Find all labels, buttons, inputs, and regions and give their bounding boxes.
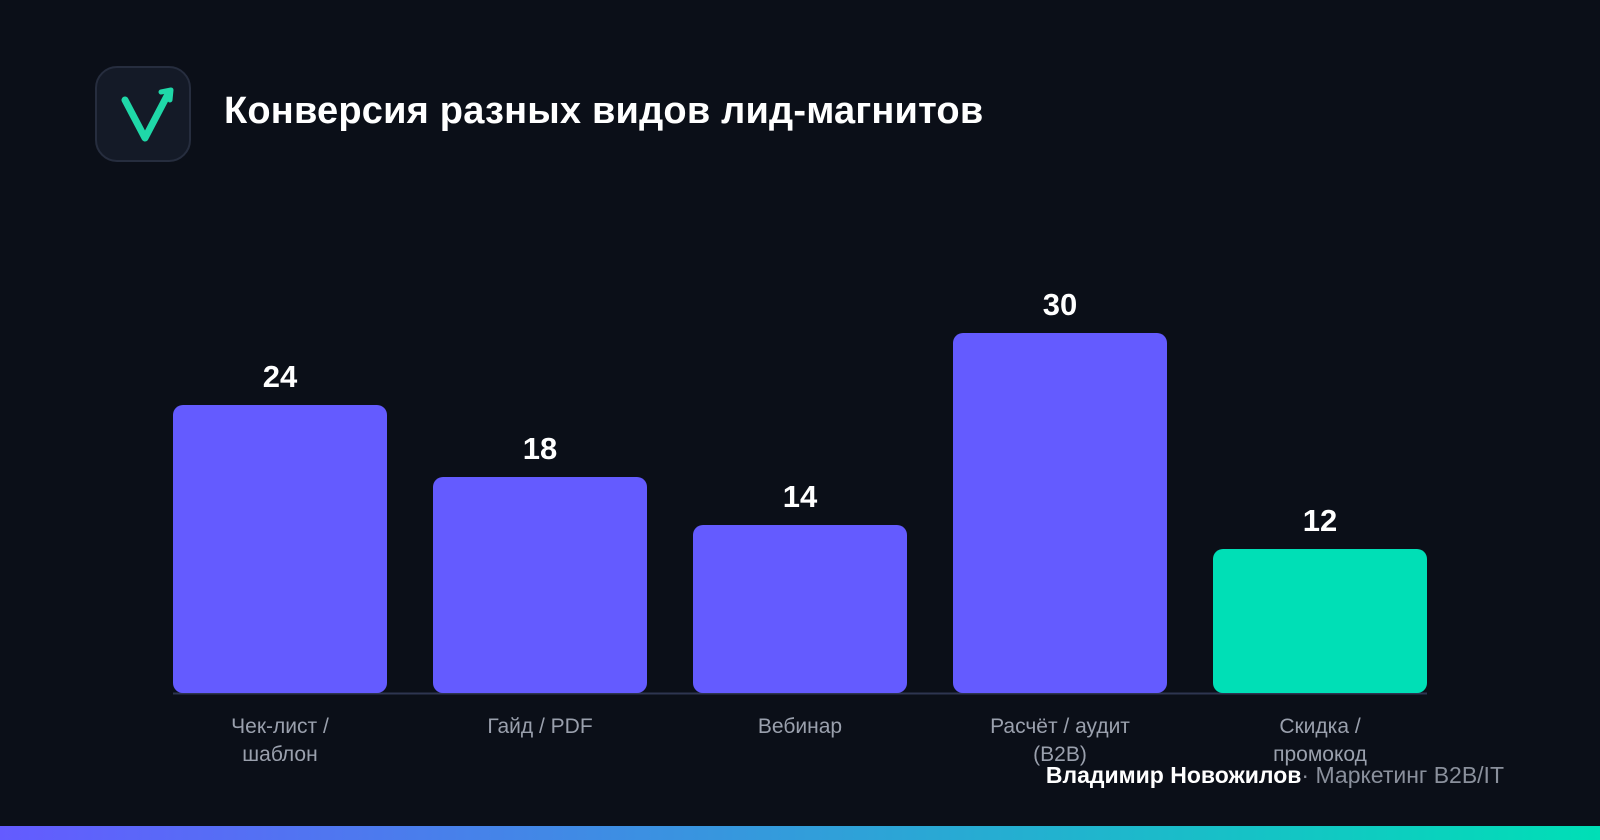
category-label-line: Вебинар xyxy=(758,715,842,738)
category-label-line: промокод xyxy=(1273,743,1367,766)
author-name: Владимир Новожилов xyxy=(1045,762,1302,788)
category-label-line: шаблон xyxy=(242,743,317,766)
category-label-line: Гайд / PDF xyxy=(487,715,592,738)
bar-value-label-3: 30 xyxy=(1043,287,1077,322)
checkmark-arrow-icon xyxy=(121,87,174,142)
category-label-1: Гайд / PDF xyxy=(487,715,592,738)
page-title: Конверсия разных видов лид-магнитов xyxy=(224,90,984,132)
bar-1 xyxy=(433,477,647,693)
category-label-2: Вебинар xyxy=(758,715,842,738)
bottom-gradient-bar xyxy=(0,826,1600,840)
category-label-4: Скидка / промокод xyxy=(1273,715,1367,766)
bar-value-label-1: 18 xyxy=(523,431,557,466)
bar-value-label-2: 14 xyxy=(783,479,818,514)
bar-0 xyxy=(173,405,387,693)
logo xyxy=(95,66,191,162)
bar-value-label-0: 24 xyxy=(263,359,298,394)
category-label-line: (B2B) xyxy=(1033,743,1087,766)
category-label-0: Чек-лист / шаблон xyxy=(231,715,329,766)
bar-3 xyxy=(953,333,1167,693)
author-role: Маркетинг B2B/IT xyxy=(1315,762,1504,788)
category-label-3: Расчёт / аудит (B2B) xyxy=(990,715,1130,766)
category-label-line: Скидка / xyxy=(1279,715,1360,738)
bar-4 xyxy=(1213,549,1427,693)
category-label-line: Чек-лист / xyxy=(231,715,329,738)
category-label-line: Расчёт / аудит xyxy=(990,715,1130,738)
bar-value-label-4: 12 xyxy=(1303,503,1337,538)
footer-separator: · xyxy=(1301,762,1310,788)
bar-2 xyxy=(693,525,907,693)
author-footer: Владимир Новожилов· Маркетинг B2B/IT xyxy=(1046,762,1504,789)
